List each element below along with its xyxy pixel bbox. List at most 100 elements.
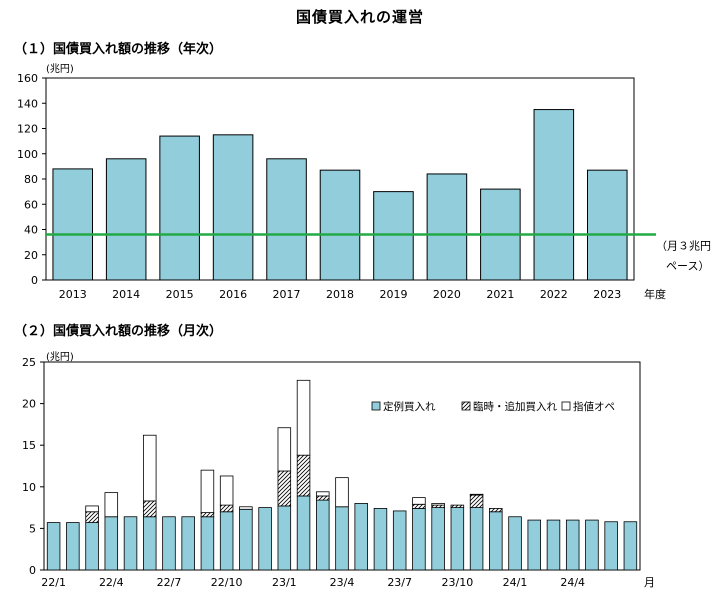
x-tick-label: 22/1 — [41, 576, 66, 589]
bar-segment-3 — [335, 477, 349, 508]
x-tick-label: 2016 — [219, 288, 247, 301]
bar-segment-3 — [142, 434, 157, 502]
bar-segment-2 — [296, 454, 311, 497]
reference-line-label: （月３兆円 — [656, 240, 711, 253]
legend-swatch — [561, 401, 571, 411]
legend-label: 指値オペ — [573, 400, 615, 413]
x-tick-label: 2020 — [433, 288, 461, 301]
bar-segment-1 — [277, 505, 292, 571]
bar-segment-1 — [604, 521, 618, 571]
y-tick-label: 15 — [22, 439, 36, 452]
bar-segment-1 — [565, 519, 580, 571]
bar-segment-2 — [316, 495, 330, 501]
bar-segment-3 — [412, 497, 426, 505]
bar-segment-1 — [46, 522, 61, 571]
bar-segment-1 — [239, 508, 253, 571]
bar-segment-1 — [431, 507, 445, 571]
legend-swatch — [371, 401, 381, 411]
reference-line-label: ペース） — [666, 260, 709, 273]
y-tick-label: 25 — [22, 356, 36, 369]
bar-segment-1 — [373, 508, 388, 571]
x-tick-label: 2017 — [273, 288, 301, 301]
bar-segment-2 — [85, 511, 99, 523]
x-tick-label: 2023 — [593, 288, 621, 301]
bar-segment-1 — [104, 516, 119, 571]
bar-segment-3 — [219, 475, 234, 506]
y-tick-label: 0 — [31, 274, 38, 287]
bar-segment-2 — [277, 470, 292, 507]
y-tick-label: 80 — [24, 173, 38, 186]
bar-segment-1 — [508, 516, 522, 571]
annual-chart: 0 20 40 60 80 100 120 140 160 (兆円) 2013 2014 2015 201… — [17, 63, 711, 301]
x-tick-label: 22/10 — [211, 576, 243, 589]
y-tick-label: 0 — [29, 564, 36, 577]
bar-segment-3 — [296, 379, 311, 456]
bar-segment-1 — [316, 499, 330, 571]
x-tick-label: 2018 — [326, 288, 354, 301]
y-tick-label: 60 — [24, 198, 38, 211]
section-heading-monthly: （２）国債買入れ額の推移（月次） — [14, 324, 223, 339]
bar-segment-2 — [412, 503, 426, 509]
bar-segment-1 — [200, 516, 215, 571]
bar-segment-1 — [412, 508, 426, 571]
unit-label: (兆円) — [46, 63, 74, 75]
bar-segment-1 — [527, 519, 542, 571]
x-tick-label: 24/4 — [560, 576, 585, 589]
x-tick-label: 2022 — [540, 288, 568, 301]
x-unit-label: 年度 — [644, 287, 666, 301]
bar-segment-3 — [316, 491, 330, 497]
bar-segment-1 — [296, 495, 311, 571]
x-tick-label: 2021 — [486, 288, 514, 301]
y-tick-label: 20 — [24, 249, 38, 262]
bar-2022 — [533, 109, 575, 281]
bar-segment-1 — [123, 516, 138, 571]
bar-segment-1 — [392, 510, 407, 571]
bar-2016 — [212, 134, 254, 281]
bar-2019 — [373, 191, 414, 281]
bar-segment-3 — [469, 493, 484, 496]
monthly-chart: 0 5 10 15 20 25 (兆円) 22/1 22/4 22/7 22/10 23/1 23/4 2… — [22, 351, 655, 589]
x-tick-label: 2014 — [112, 288, 140, 301]
x-tick-label: 2015 — [166, 288, 194, 301]
x-tick-label: 2019 — [379, 288, 407, 301]
legend-label: 定例買入れ — [383, 400, 436, 413]
legend-label: 臨時・追加買入れ — [473, 400, 557, 413]
y-tick-label: 10 — [22, 481, 36, 494]
legend-swatch — [461, 401, 471, 411]
bar-2020 — [426, 173, 468, 281]
bar-segment-2 — [489, 508, 503, 513]
bar-segment-1 — [546, 519, 561, 571]
bar-segment-1 — [258, 507, 272, 571]
bar-segment-1 — [335, 506, 349, 571]
y-tick-label: 140 — [17, 97, 38, 110]
bar-2018 — [319, 169, 361, 281]
bar-segment-3 — [85, 505, 99, 513]
bar-segment-3 — [431, 503, 445, 506]
bar-segment-2 — [469, 494, 484, 508]
bar-segment-1 — [85, 522, 99, 571]
x-tick-label: 23/4 — [330, 576, 355, 589]
bar-segment-1 — [142, 516, 157, 571]
page-title: 国債買入れの運営 — [295, 8, 424, 26]
bar-segment-1 — [219, 511, 234, 571]
y-tick-label: 40 — [24, 224, 38, 237]
y-tick-label: 160 — [17, 72, 38, 85]
bar-segment-1 — [66, 522, 80, 571]
bar-segment-1 — [181, 516, 195, 571]
bar-segment-2 — [142, 500, 157, 518]
bar-segment-1 — [469, 507, 484, 571]
bar-segment-1 — [450, 507, 465, 571]
section-heading-annual: （１）国債買入れ額の推移（年次） — [14, 42, 223, 57]
y-tick-label: 100 — [17, 148, 38, 161]
x-tick-label: 23/1 — [272, 576, 297, 589]
bar-segment-1 — [623, 521, 638, 571]
bar-segment-2 — [219, 504, 234, 513]
bar-2013 — [52, 168, 94, 281]
bar-segment-1 — [585, 519, 599, 571]
x-tick-label: 2013 — [59, 288, 87, 301]
y-tick-label: 5 — [29, 522, 36, 535]
bar-2014 — [105, 158, 147, 281]
y-tick-label: 120 — [17, 123, 38, 136]
x-tick-label: 22/4 — [99, 576, 124, 589]
